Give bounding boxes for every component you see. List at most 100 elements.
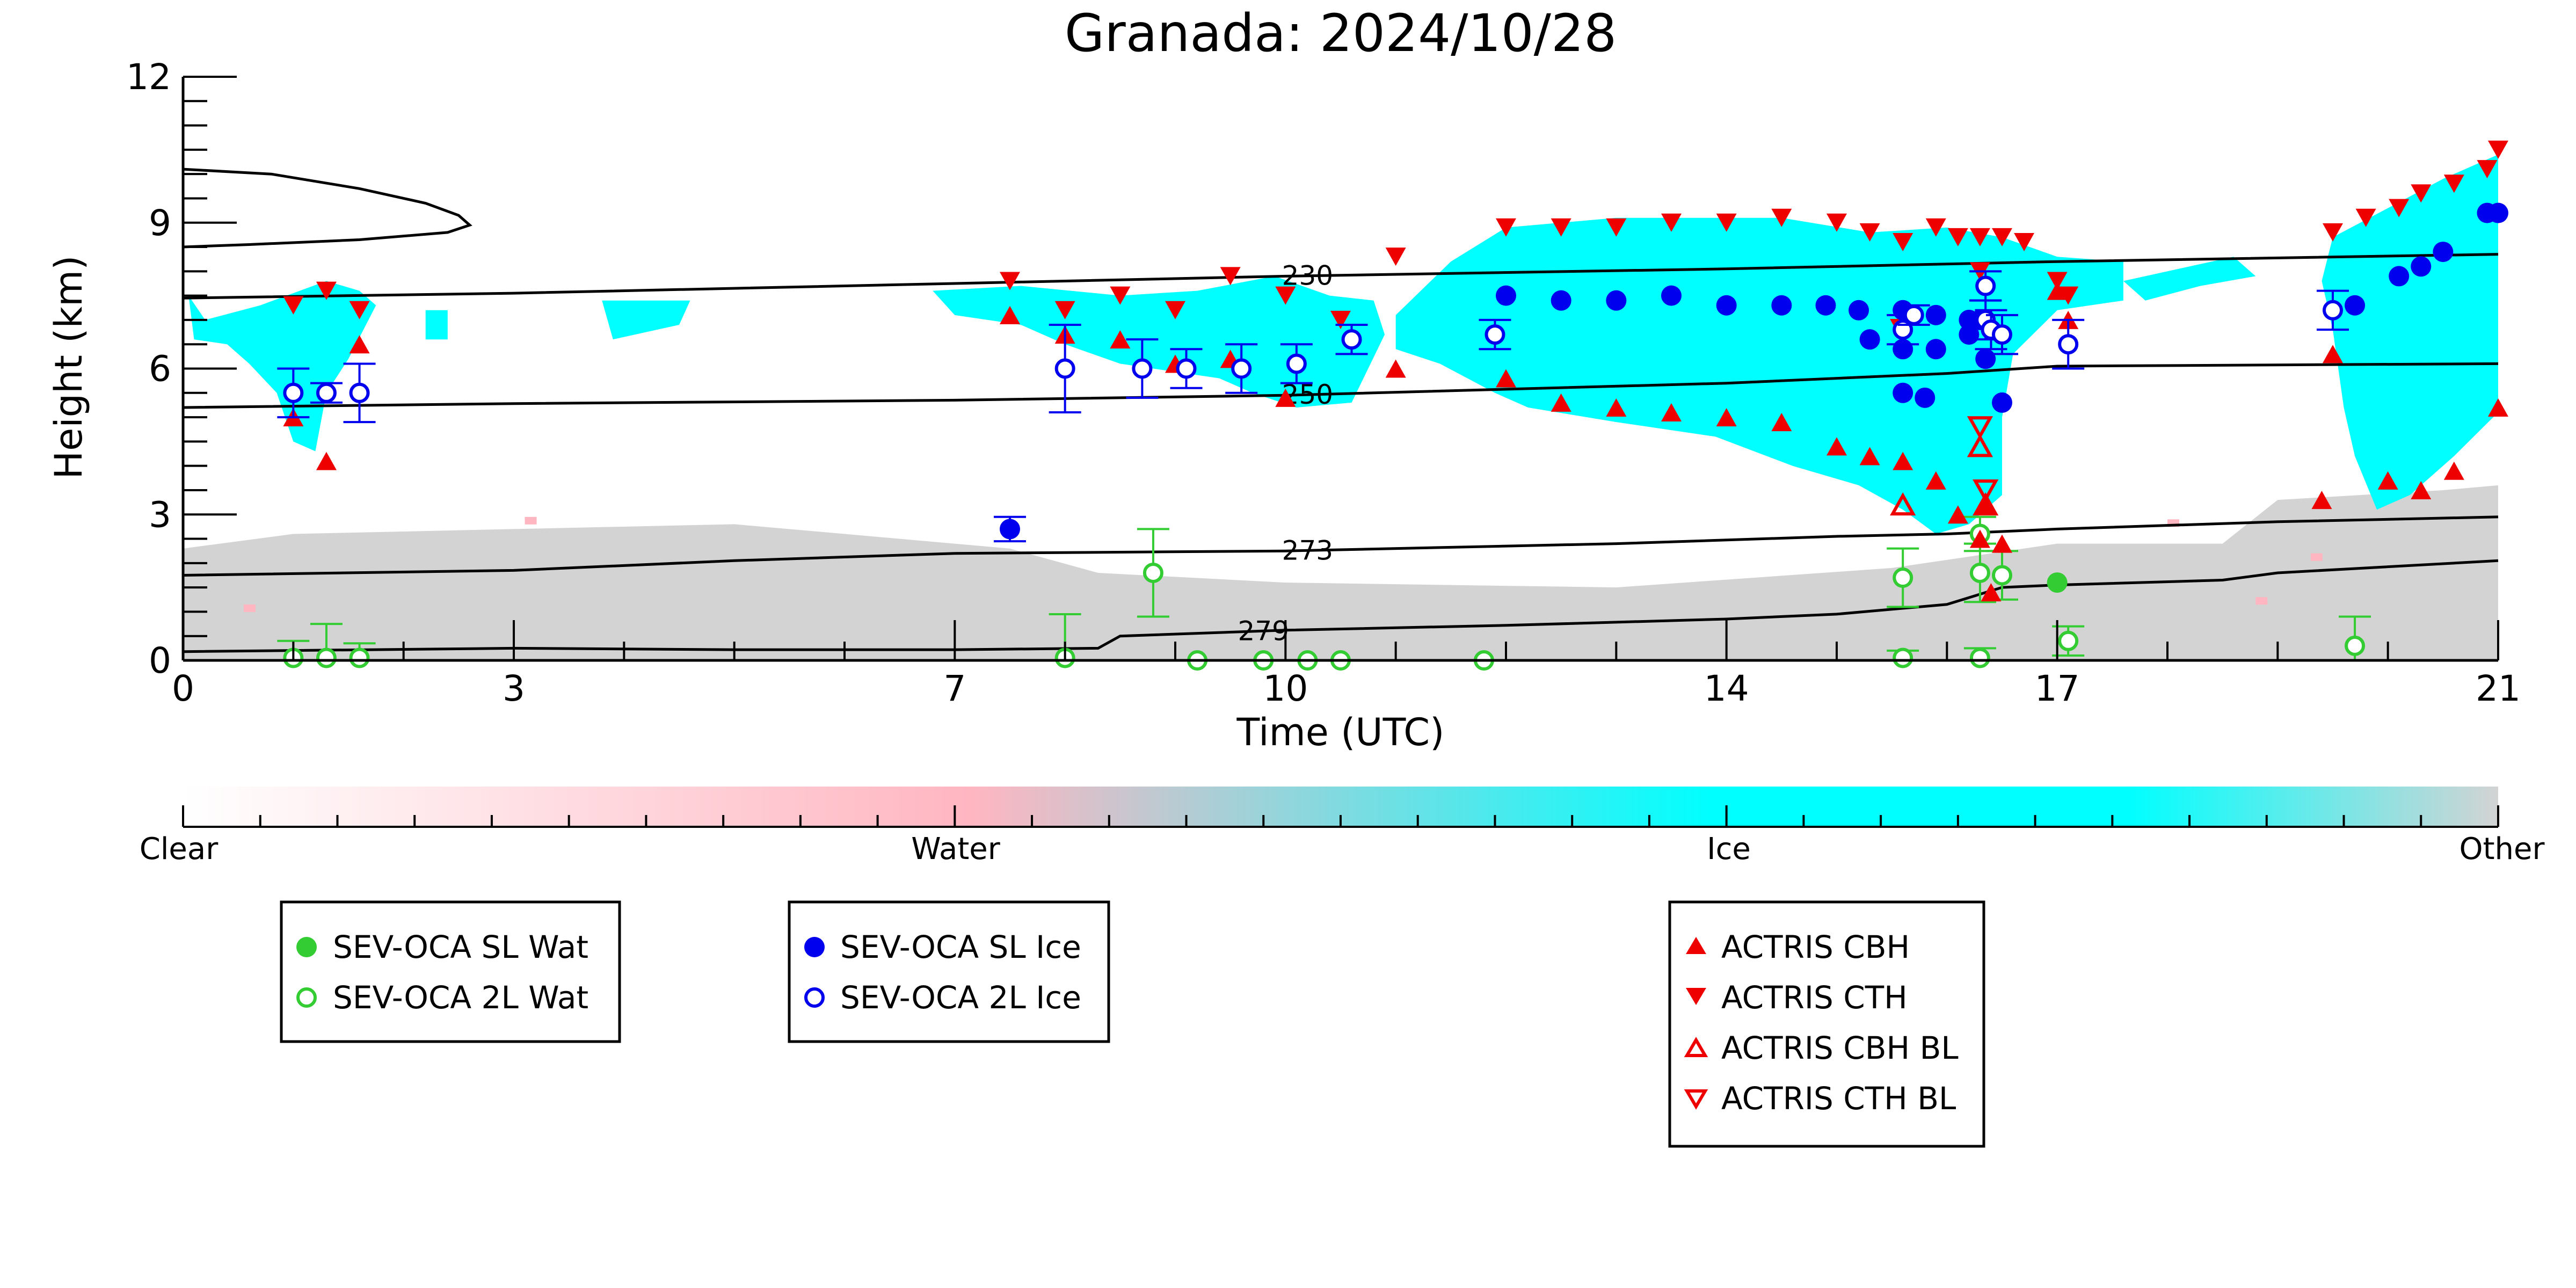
actris-cth-point <box>1969 228 1990 246</box>
sev-oca-2l-ice-point <box>1485 324 1505 345</box>
actris-cth-point <box>349 301 370 319</box>
actris-cth-point <box>1661 213 1682 232</box>
actris-cbh-point <box>1947 505 1968 524</box>
sev-oca-2l-wat-point <box>2058 630 2079 651</box>
legend-marker-2l-ice <box>804 987 825 1008</box>
other-region <box>183 485 2498 660</box>
actris-cth-point <box>2389 199 2410 217</box>
actris-cbh-point <box>1551 393 1571 412</box>
sev-oca-2l-ice-point <box>1992 324 2012 345</box>
sev-oca-2l-ice-point <box>1341 329 1362 350</box>
sev-oca-sl-ice-point <box>1815 295 1836 316</box>
actris-cth-point <box>2477 160 2498 179</box>
actris-cbh-point <box>316 452 337 470</box>
actris-cbh-point <box>2311 491 2332 510</box>
actris-cbh-point <box>1110 330 1131 349</box>
contour-230 <box>183 253 2499 300</box>
x-tick-label-3: 3 <box>503 668 525 709</box>
sev-oca-2l-ice-point <box>1132 358 1153 379</box>
sev-oca-sl-ice-point <box>1849 300 1869 321</box>
contour-250 <box>183 362 2499 409</box>
actris-cbh-point <box>349 335 370 354</box>
actris-cbh-point <box>1771 413 1792 432</box>
actris-cbh-bl-point <box>1973 492 1999 516</box>
actris-cbh-point <box>2323 345 2343 363</box>
actris-cbh-point <box>1385 359 1406 378</box>
y-tick-label-0: 0 <box>149 640 171 681</box>
colorbar-ticks <box>182 805 2499 827</box>
actris-cth-point <box>1947 228 1968 246</box>
actris-cbh-point <box>1275 388 1296 407</box>
sev-oca-2l-wat-point <box>1992 565 2012 586</box>
actris-cbh-point <box>1661 403 1682 422</box>
actris-cth-bl-point <box>1967 416 1993 440</box>
actris-cth-point <box>1220 267 1241 286</box>
x-tick-label-21: 21 <box>2476 668 2521 709</box>
y-tick-label-6: 6 <box>149 348 171 390</box>
legend-box-water: SEV-OCA SL Wat SEV-OCA 2L Wat <box>280 900 621 1043</box>
actris-cth-point <box>1551 218 1571 237</box>
legend-box-actris: ACTRIS CBH ACTRIS CTH ACTRIS CBH BL ACTR… <box>1668 900 1985 1148</box>
legend-marker-sl-ice <box>804 937 825 957</box>
water-speck <box>2310 553 2323 561</box>
contour-273 <box>183 515 2499 577</box>
sev-oca-sl-ice-point <box>1893 382 1913 403</box>
actris-cth-point <box>1859 223 1880 242</box>
y-tick-label-3: 3 <box>149 494 171 535</box>
sev-oca-2l-wat-point <box>1143 562 1163 583</box>
legend-marker-cbh <box>1686 937 1706 954</box>
legend-label-2l-wat: SEV-OCA 2L Wat <box>333 979 588 1016</box>
legend-marker-cth-bl <box>1684 1089 1708 1110</box>
sev-oca-2l-ice-point <box>1903 304 1924 325</box>
actris-cth-point <box>2411 184 2432 203</box>
sev-oca-sl-ice-point <box>1661 285 1682 306</box>
ice-region <box>2322 154 2498 510</box>
legend-marker-cth <box>1686 988 1706 1005</box>
actris-cth-point <box>1925 218 1946 237</box>
x-tick-label-10: 10 <box>1263 668 1308 709</box>
legend-marker-2l-wat <box>296 987 317 1008</box>
actris-cth-point <box>1275 286 1296 305</box>
sev-oca-2l-ice-point <box>2058 334 2079 355</box>
sev-oca-sl-ice-point <box>1859 329 1880 350</box>
legend-label-cbh-bl: ACTRIS CBH BL <box>1721 1030 1959 1066</box>
actris-cth-point <box>2323 223 2343 242</box>
ice-region <box>933 276 1385 407</box>
actris-cth-point <box>2014 232 2035 251</box>
sev-oca-2l-ice-point <box>2323 300 2343 321</box>
water-speck <box>243 604 256 612</box>
actris-cth-point <box>1385 248 1406 266</box>
legend-marker-cbh-bl <box>1684 1037 1708 1057</box>
sev-oca-2l-ice-point <box>349 382 370 403</box>
actris-cth-point <box>1330 310 1351 329</box>
actris-cth-point <box>1716 213 1737 232</box>
sev-oca-sl-ice-point <box>2345 295 2366 316</box>
colorbar-label-other: Other <box>2459 832 2545 867</box>
x-axis-label: Time (UTC) <box>1236 710 1445 754</box>
sev-oca-sl-ice-point <box>1551 290 1571 311</box>
actris-cth-point <box>1110 286 1131 305</box>
sev-oca-sl-ice-point <box>1771 295 1792 316</box>
chart-title: Granada: 2024/10/28 <box>1065 3 1617 63</box>
legends: SEV-OCA SL Wat SEV-OCA 2L Wat SEV-OCA SL… <box>280 900 1985 1148</box>
actris-cbh-point <box>1716 408 1737 427</box>
contour-upper <box>183 168 472 249</box>
classification-background <box>183 154 2498 660</box>
actris-cth-point <box>316 281 337 300</box>
axes: 0 3 6 9 12 0 3 7 10 14 17 21 <box>126 56 2521 709</box>
legend-label-cth: ACTRIS CTH <box>1721 979 1908 1016</box>
actris-cbh-bl-point <box>1890 492 1916 516</box>
sev-oca-2l-ice-point <box>283 382 304 403</box>
water-speck <box>525 516 537 525</box>
actris-cth-point <box>1827 213 1847 232</box>
colorbar-label-clear: Clear <box>140 832 219 867</box>
ice-patch <box>602 300 690 340</box>
sev-oca-sl-ice-point <box>1606 290 1627 311</box>
actris-cth-point <box>1000 272 1020 290</box>
actris-cbh-point <box>2047 281 2068 300</box>
y-tick-label-12: 12 <box>126 56 171 98</box>
ice-region <box>188 281 376 452</box>
sev-oca-2l-ice-point <box>1176 358 1197 379</box>
colorbar-label-water: Water <box>911 832 1001 867</box>
